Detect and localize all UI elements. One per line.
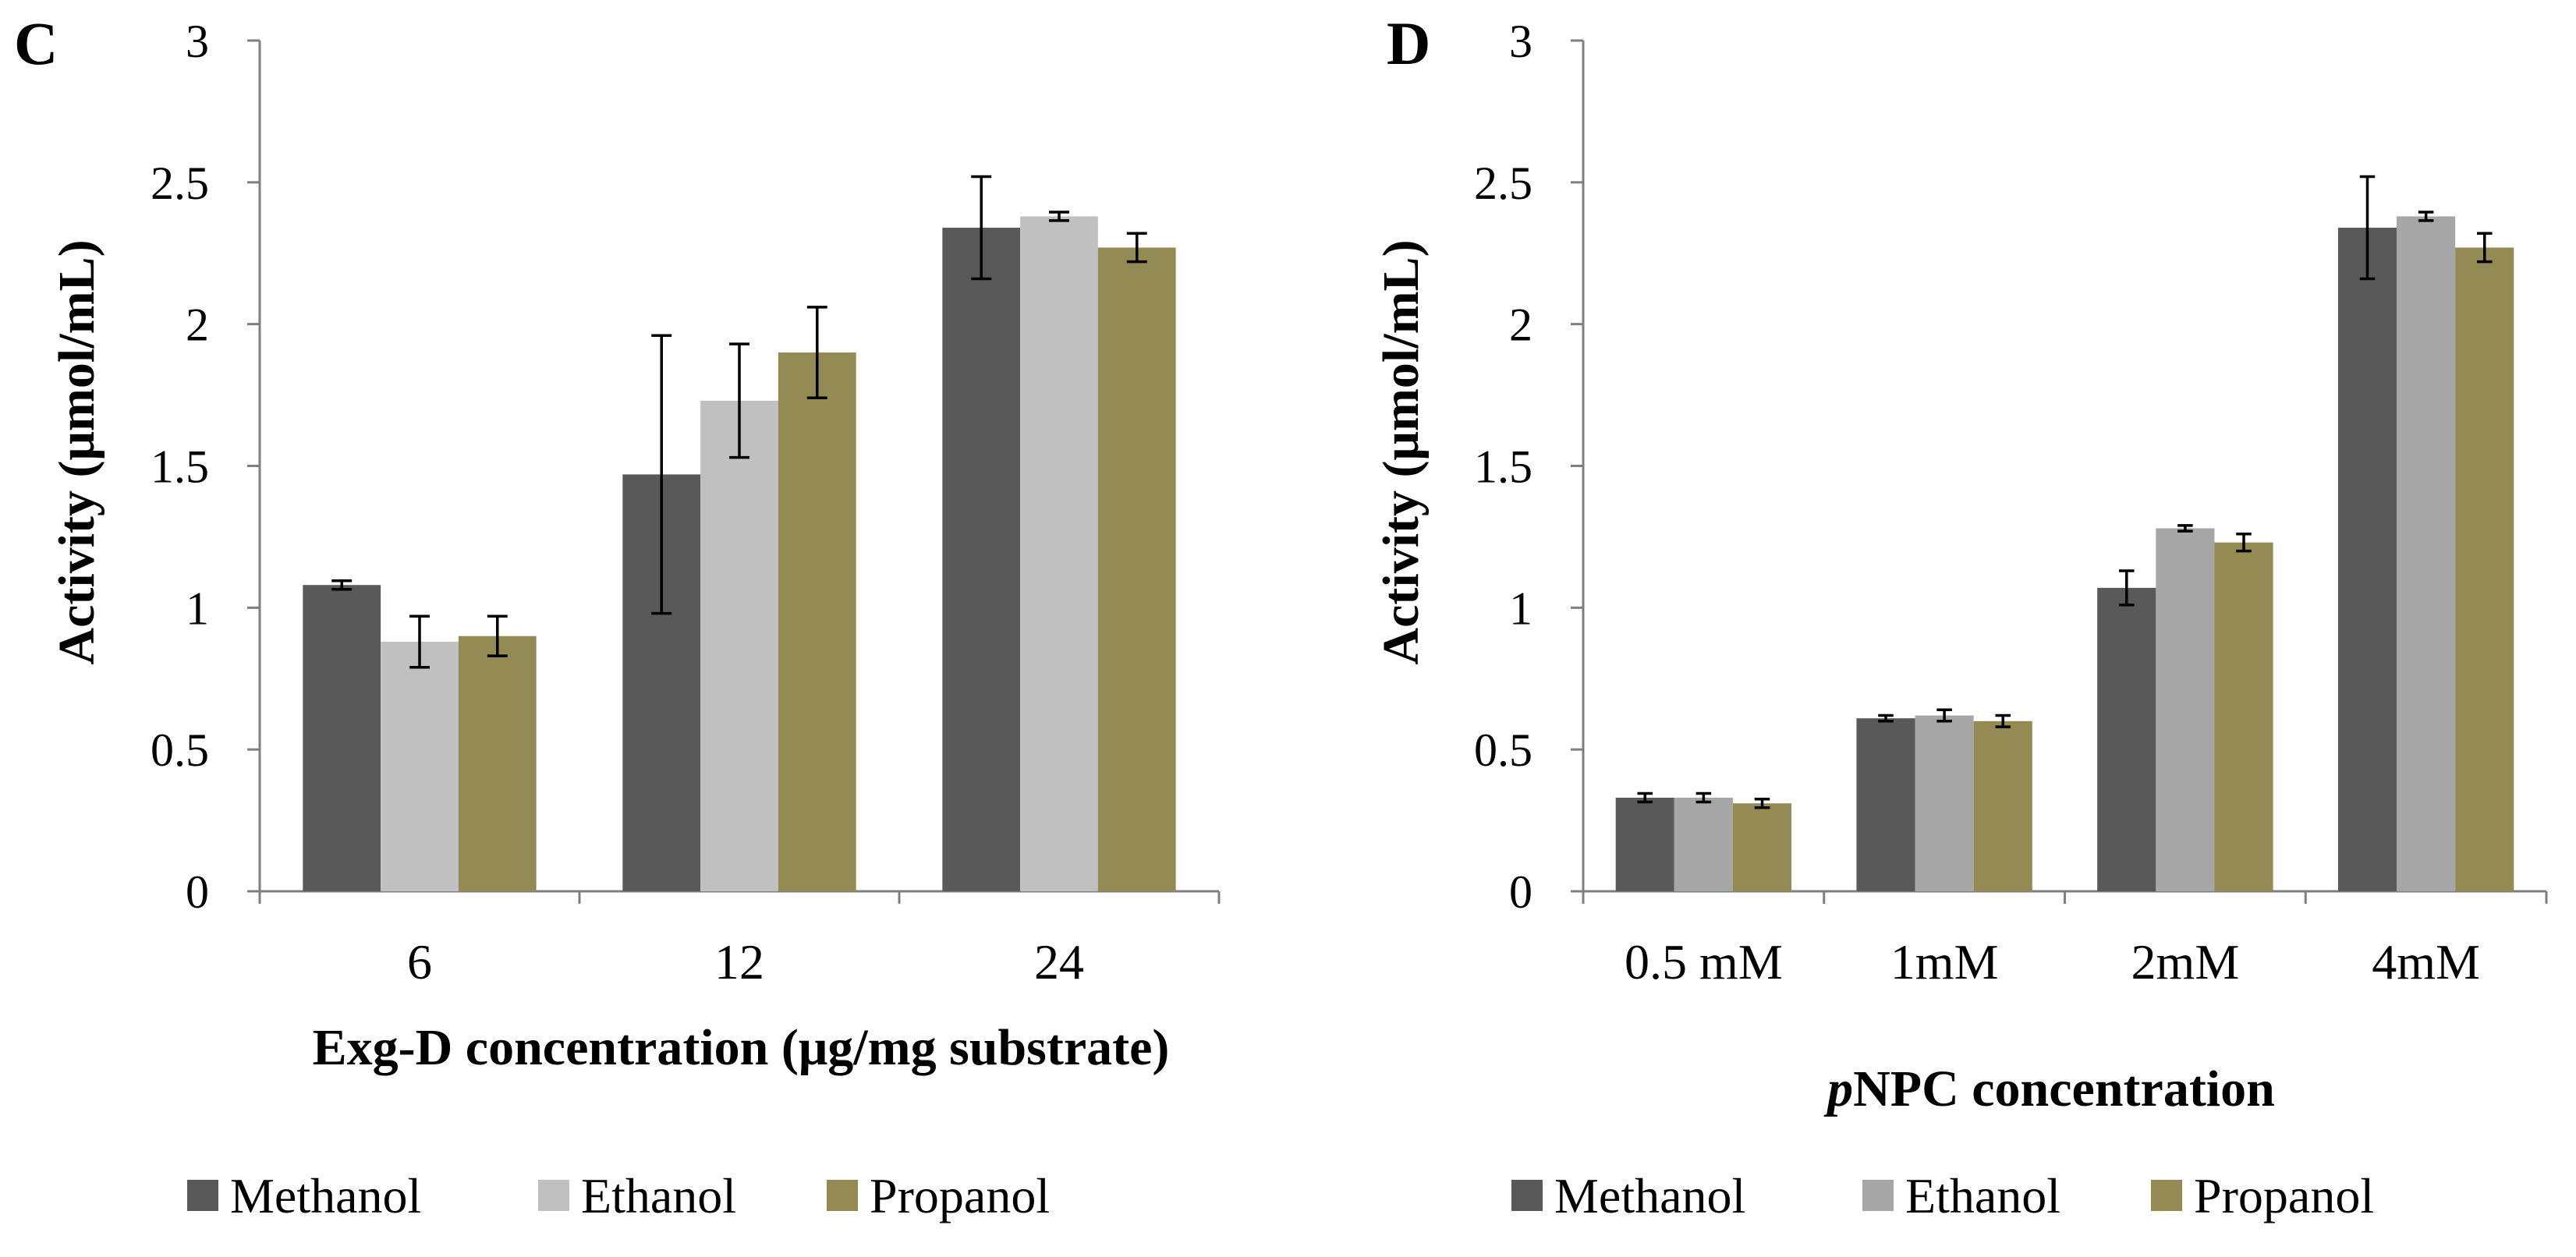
x-tick-label: 24 (1034, 934, 1084, 990)
x-axis-title-d-rest: NPC concentration (1853, 1060, 2275, 1117)
y-axis-title-d: Activity (μmol/mL) (1373, 239, 1430, 664)
legend-swatch-methanol (1511, 1180, 1543, 1211)
legend-c: Methanol Ethanol Propanol (187, 1168, 1050, 1223)
y-tick-label: 2.5 (1474, 158, 1532, 209)
panel-c: C Activity (μmol/mL) Exg-D concentration… (14, 9, 1221, 1223)
legend-label-ethanol: Ethanol (1905, 1168, 2060, 1223)
x-tick-label: 4mM (2372, 934, 2480, 990)
legend-label-methanol: Methanol (230, 1168, 421, 1223)
y-tick-label: 0 (186, 866, 209, 918)
bar-propanol-6 (458, 636, 537, 891)
bar-propanol-4mm (2455, 247, 2514, 891)
bar-propanol-0.5mm (1732, 803, 1792, 891)
panel-label-c: C (14, 9, 58, 77)
y-axis-title-c: Activity (μmol/mL) (48, 239, 105, 664)
legend-d: Methanol Ethanol Propanol (1511, 1168, 2374, 1223)
y-tick-label: 0 (1509, 866, 1532, 918)
bar-methanol-6 (303, 585, 381, 891)
y-tick-label: 1 (186, 582, 209, 634)
x-tick-label: 1mM (1890, 934, 1999, 990)
legend-label-ethanol: Ethanol (581, 1168, 736, 1223)
bar-methanol-0.5mm (1615, 797, 1674, 891)
bar-ethanol-2mm (2156, 528, 2215, 891)
legend-swatch-propanol (827, 1180, 858, 1211)
legend-swatch-methanol (187, 1180, 218, 1211)
y-tick-label: 2 (1509, 299, 1532, 351)
legend-swatch-propanol (2151, 1180, 2182, 1211)
y-tick-label: 1.5 (1474, 441, 1532, 493)
x-tick-label: 0.5 mM (1625, 934, 1783, 990)
bar-methanol-1mm (1856, 718, 1915, 891)
x-axis-title-c: Exg-D concentration (μg/mg substrate) (313, 1019, 1170, 1076)
y-tick-label: 0.5 (1474, 724, 1532, 776)
x-axis-title-d: pNPC concentration (1823, 1060, 2275, 1117)
bar-ethanol-0.5mm (1674, 797, 1733, 891)
y-tick-label: 2.5 (151, 158, 209, 209)
legend-swatch-ethanol (538, 1180, 569, 1211)
bar-methanol-2mm (2097, 587, 2156, 891)
x-axis-title-d-italic: p (1823, 1060, 1853, 1117)
bar-ethanol-6 (381, 641, 459, 891)
bar-propanol-24 (1097, 247, 1176, 891)
panel-d: D Activity (μmol/mL) pNPC concentration … (1373, 9, 2548, 1223)
bar-methanol-4mm (2337, 228, 2397, 891)
bar-propanol-2mm (2214, 542, 2273, 891)
legend-label-methanol: Methanol (1554, 1168, 1745, 1223)
y-tick-label: 1 (1509, 582, 1532, 634)
legend-label-propanol: Propanol (2194, 1168, 2374, 1223)
x-tick-label: 12 (714, 934, 764, 990)
bar-propanol-12 (778, 352, 856, 891)
x-tick-label: 6 (407, 934, 432, 990)
plot-area-d: 0 0.5 1 1.5 2 2.5 3 0.5 mM 1mM 2mM 4mM (1474, 16, 2548, 990)
y-tick-label: 1.5 (151, 441, 209, 493)
bar-ethanol-1mm (1915, 715, 1974, 891)
y-tick-label: 0.5 (151, 724, 209, 776)
bar-methanol-24 (942, 228, 1021, 891)
bar-ethanol-4mm (2397, 216, 2456, 891)
y-tick-label: 2 (186, 299, 209, 351)
y-tick-label: 3 (186, 16, 209, 67)
y-tick-label: 3 (1509, 16, 1532, 67)
plot-area-c: 0 0.5 1 1.5 2 2.5 3 6 12 24 (151, 16, 1221, 990)
bar-propanol-1mm (1973, 721, 2032, 891)
bar-ethanol-24 (1020, 216, 1098, 891)
legend-swatch-ethanol (1862, 1180, 1894, 1211)
bar-ethanol-12 (700, 400, 778, 891)
legend-label-propanol: Propanol (870, 1168, 1050, 1223)
x-tick-label: 2mM (2131, 934, 2240, 990)
panel-label-d: D (1387, 9, 1430, 77)
